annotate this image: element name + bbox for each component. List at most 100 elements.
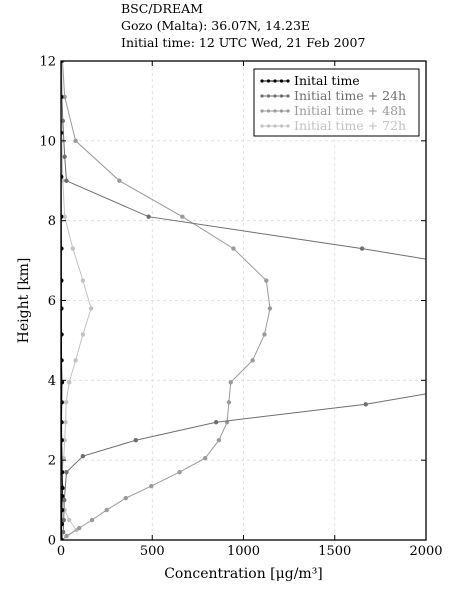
data-point [61, 380, 65, 385]
data-point [267, 306, 273, 311]
data-point [73, 138, 78, 144]
data-point [62, 497, 67, 503]
data-point [80, 332, 86, 337]
data-point [61, 529, 66, 535]
data-point [61, 332, 64, 337]
data-point [61, 493, 65, 499]
data-point [61, 521, 64, 527]
data-point [146, 214, 151, 219]
y-tick-label: 4 [48, 374, 56, 389]
data-point [67, 380, 72, 385]
series-3 [61, 61, 273, 540]
legend-marker [260, 124, 264, 128]
y-tick-label: 10 [39, 134, 56, 149]
legend-marker [273, 79, 277, 83]
y-axis-label: Height [km] [16, 258, 32, 344]
data-point [61, 178, 66, 183]
data-point [73, 358, 78, 363]
data-point [264, 278, 269, 283]
data-point [228, 380, 233, 385]
data-point [123, 495, 128, 501]
x-tick-label: 1000 [227, 544, 260, 559]
series-line [61, 61, 426, 260]
data-point [61, 485, 65, 491]
legend-marker [286, 79, 290, 83]
legend-marker [266, 94, 271, 98]
x-tick-label: 1500 [318, 544, 351, 559]
data-point [61, 358, 64, 363]
legend-marker [279, 109, 284, 113]
data-point [89, 517, 95, 523]
data-point [64, 178, 69, 183]
series-line [61, 393, 426, 540]
data-point [80, 453, 86, 459]
data-point [61, 118, 66, 124]
legend-label: Initial time + 24h [294, 88, 406, 103]
x-tick-label: 500 [140, 544, 165, 559]
data-point [61, 420, 64, 425]
y-tick-label: 2 [48, 454, 56, 469]
data-point [213, 420, 219, 425]
legend-marker [286, 94, 290, 98]
x-tick-label: 2000 [409, 544, 442, 559]
legend-marker [260, 109, 264, 113]
legend-label: Initial time + 72h [294, 118, 406, 133]
data-point [62, 214, 67, 219]
data-point [61, 469, 65, 475]
data-point [62, 154, 67, 159]
legend-marker [266, 79, 271, 83]
data-point [250, 358, 255, 363]
y-tick-label: 6 [48, 294, 56, 309]
legend-marker [279, 94, 284, 98]
y-tick-label: 0 [48, 534, 56, 549]
data-point [262, 332, 267, 337]
data-point [363, 402, 368, 407]
x-tick-label: 0 [57, 544, 65, 559]
x-axis-label: Concentration [μg/m³] [164, 566, 323, 582]
axis-ticks: 0 500 1000 1500 2000 0 2 4 6 8 10 12 [39, 55, 442, 560]
data-point [202, 455, 208, 461]
data-point [63, 400, 69, 405]
legend-marker [266, 109, 271, 113]
data-point [64, 469, 69, 475]
legend-marker [273, 124, 277, 128]
legend-label: Initial time + 48h [294, 103, 406, 118]
chart-header: BSC/DREAM Gozo (Malta): 36.07N, 14.23E I… [121, 0, 365, 51]
data-point [64, 533, 69, 539]
y-tick-label: 8 [48, 214, 56, 229]
data-point [80, 278, 86, 283]
data-point [226, 400, 232, 405]
data-point [177, 469, 182, 475]
y-tick-label: 12 [39, 55, 56, 70]
data-point [133, 438, 139, 443]
legend-marker [279, 79, 284, 83]
header-line-initial-time: Initial time: 12 UTC Wed, 21 Feb 2007 [121, 35, 366, 50]
data-point [61, 507, 65, 513]
grid-lines [61, 61, 426, 540]
data-point [63, 420, 68, 425]
data-point [70, 246, 76, 251]
data-point [77, 525, 82, 531]
data-point [61, 400, 64, 405]
data-point [180, 214, 185, 219]
data-point [67, 517, 72, 523]
legend-marker [286, 109, 290, 113]
data-point [149, 483, 154, 489]
data-point [61, 517, 66, 523]
data-point [117, 178, 122, 183]
legend-marker [273, 94, 277, 98]
series-2 [61, 61, 426, 540]
legend-marker [260, 79, 264, 83]
legend-marker [286, 124, 290, 128]
legend-marker [260, 94, 264, 98]
data-point [231, 246, 236, 251]
data-point [61, 438, 64, 443]
legend-marker [273, 109, 277, 113]
header-line-location: Gozo (Malta): 36.07N, 14.23E [121, 18, 311, 33]
data-point [88, 306, 94, 311]
data-point [216, 438, 222, 443]
legend-marker [279, 124, 284, 128]
data-point [104, 507, 109, 513]
